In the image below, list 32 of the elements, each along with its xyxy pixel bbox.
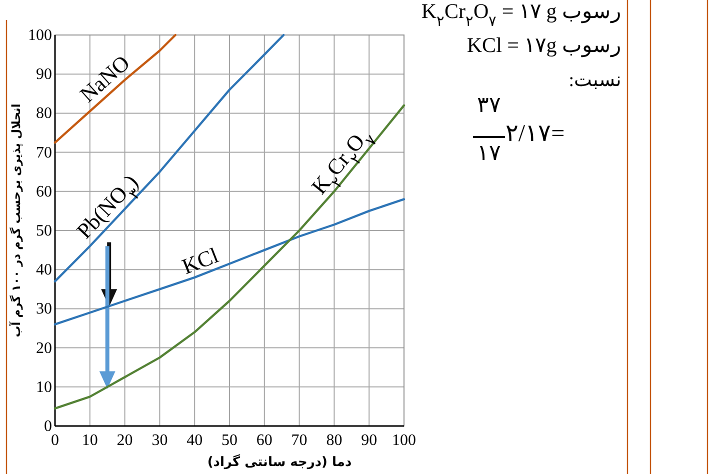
line-series [54,104,406,410]
y-axis-title: انحلال پذیری برحسب گرم در ۱۰۰ گرم آب [9,104,23,338]
y-tick-label: 100 [28,27,52,44]
x-tick-label: 90 [361,432,378,449]
y-tick-label: 90 [36,66,52,84]
x-axis-title: دما (درجه سانتی گراد) [207,454,352,470]
line-series [54,34,177,144]
y-tick-label: 60 [36,183,52,200]
x-tick-label: 60 [256,432,272,449]
text: ۱۷ [477,140,501,165]
line-series [54,34,285,282]
text: ۳۷ [477,92,501,117]
y-tick-label: 0 [44,418,52,435]
text: KCl [178,242,222,280]
y-tick-label: 40 [36,262,52,279]
x-tick-label: 50 [222,432,238,449]
y-tick-label: 70 [36,144,52,162]
y-tick-label: 30 [36,300,52,318]
y-tick-label: 50 [36,222,52,240]
x-tick-label: 100 [392,432,416,449]
x-tick-label: 80 [326,432,342,449]
text: نسبت: [568,70,621,91]
x-tick-label: 30 [152,432,168,449]
y-tick-label: 10 [36,378,52,396]
y-tick-label: 80 [36,105,52,122]
x-tick-label: 70 [291,432,308,449]
y-tick-label: 20 [36,340,52,357]
text: =۲/۱۷ [505,121,565,147]
x-tick-label: 20 [116,432,133,449]
text: رسوب KCl = ۱۷g [466,33,621,58]
x-tick-label: 40 [186,432,203,449]
x-tick-label: 10 [82,432,98,449]
